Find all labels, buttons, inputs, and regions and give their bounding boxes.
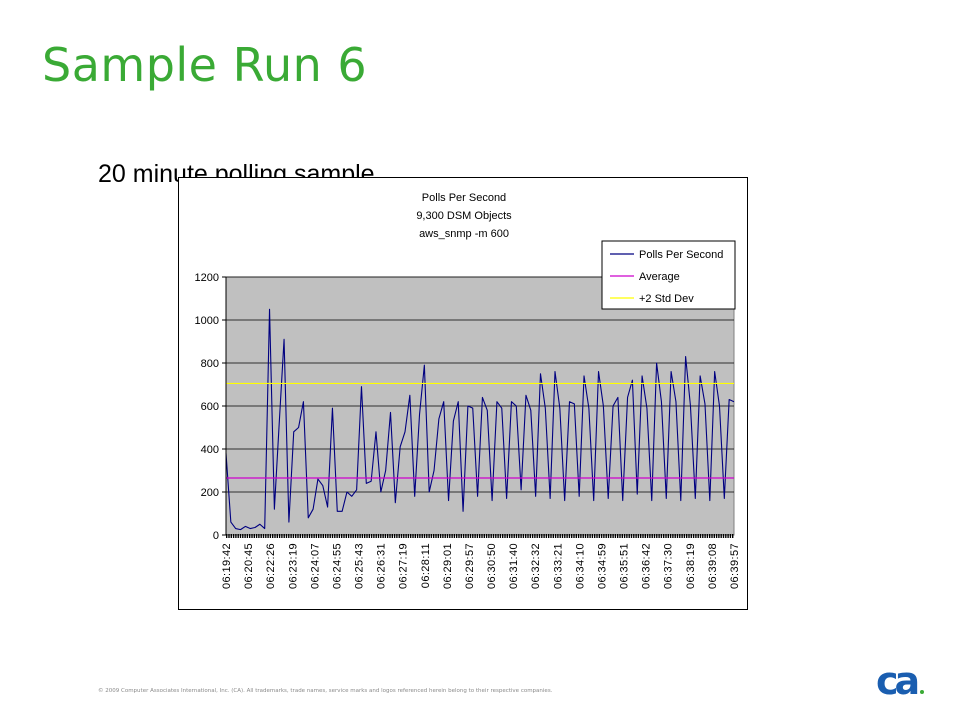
y-axis-ticks: 0 200 400 600 800 1000 1200 [195,272,226,542]
x-tick-label: 06:39:57 [729,543,741,589]
x-tick-label: 06:39:08 [707,543,719,589]
x-tick-label: 06:19:42 [221,543,233,589]
x-tick-label: 06:20:45 [243,543,255,589]
x-tick-label: 06:31:40 [508,543,520,589]
chart-title: Polls Per Second 9,300 DSM Objects aws_s… [416,192,512,240]
x-tick-label: 06:34:10 [574,543,586,589]
x-tick-label: 06:22:26 [265,543,277,589]
chart-legend: Polls Per Second Average +2 Std Dev [601,240,736,310]
x-tick-label: 06:38:19 [685,543,697,589]
x-tick-label: 06:28:11 [420,543,432,588]
x-tick-label: 06:27:19 [398,543,410,589]
x-tick-label: 06:23:19 [287,543,299,589]
legend-label-average: Average [639,271,680,283]
polls-per-second-chart: Polls Per Second 9,300 DSM Objects aws_s… [195,192,741,589]
slide-title: Sample Run 6 [42,38,368,92]
x-tick-label: 06:26:31 [376,543,388,589]
y-tick-label: 800 [201,358,219,370]
copyright-footer: © 2009 Computer Associates International… [98,688,553,694]
x-tick-label: 06:35:51 [619,543,631,589]
chart-title-line-3: aws_snmp -m 600 [419,228,509,240]
chart-container: Polls Per Second 9,300 DSM Objects aws_s… [178,177,748,610]
ca-logo-text: ca [876,660,918,700]
legend-label-polls: Polls Per Second [639,249,723,261]
y-tick-label: 600 [201,401,219,413]
series-polls-per-second-line [225,308,735,531]
x-tick-label: 06:36:42 [641,543,653,589]
x-tick-label: 06:32:32 [530,543,542,589]
x-tick-label: 06:24:07 [309,543,321,589]
x-tick-label: 06:25:43 [354,543,366,589]
x-tick-label: 06:30:50 [486,543,498,589]
y-tick-label: 200 [201,487,219,499]
chart-title-line-2: 9,300 DSM Objects [416,210,512,222]
x-axis: 06:19:42 06:20:45 06:22:26 06:23:19 06:24:07… [221,277,741,589]
chart-title-line-1: Polls Per Second [422,192,506,204]
x-tick-label: 06:37:30 [663,543,675,589]
legend-label-stddev: +2 Std Dev [639,293,694,305]
y-tick-label: 400 [201,444,219,456]
series-lines [225,308,735,531]
x-tick-label: 06:33:21 [552,543,564,589]
x-tick-label: 06:29:57 [464,543,476,589]
y-tick-label: 0 [213,530,219,542]
ca-logo: ca [876,660,924,700]
y-tick-label: 1000 [195,315,219,327]
x-tick-label: 06:29:01 [442,543,454,589]
x-tick-label: 06:34:59 [597,543,609,589]
y-tick-label: 1200 [195,272,219,284]
x-tick-label: 06:24:55 [331,543,343,589]
logo-dot [920,690,924,694]
